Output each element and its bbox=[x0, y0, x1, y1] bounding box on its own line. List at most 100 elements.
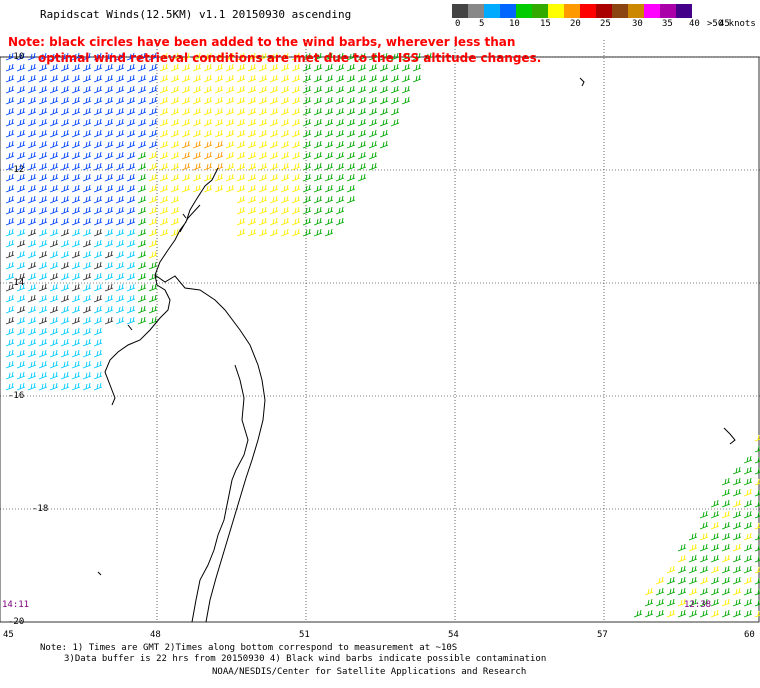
wind-barb bbox=[82, 162, 92, 171]
legend-swatch bbox=[676, 4, 692, 18]
wind-barb bbox=[170, 140, 180, 149]
wind-barb bbox=[247, 63, 257, 72]
wind-barb bbox=[16, 272, 26, 281]
wind-barb bbox=[137, 206, 147, 215]
wind-barb bbox=[82, 338, 92, 347]
wind-barb bbox=[699, 532, 709, 541]
wind-barb bbox=[38, 162, 48, 171]
wind-barb bbox=[5, 151, 15, 160]
wind-barb bbox=[412, 52, 422, 61]
wind-barb bbox=[60, 85, 70, 94]
wind-barb bbox=[38, 107, 48, 116]
wind-barb bbox=[258, 228, 268, 237]
wind-barb bbox=[324, 228, 334, 237]
wind-barb bbox=[93, 162, 103, 171]
wind-barb bbox=[27, 129, 37, 138]
wind-barb bbox=[754, 533, 760, 541]
wind-barb bbox=[27, 217, 37, 226]
wind-barb bbox=[137, 316, 147, 325]
wind-barb bbox=[170, 129, 180, 138]
wind-barb bbox=[104, 107, 114, 116]
wind-barb bbox=[203, 140, 213, 149]
wind-barb bbox=[203, 118, 213, 127]
wind-barb bbox=[313, 184, 323, 193]
wind-barb bbox=[82, 85, 92, 94]
wind-barb bbox=[82, 206, 92, 215]
wind-barb bbox=[148, 195, 158, 204]
wind-barb bbox=[313, 85, 323, 94]
wind-barb bbox=[115, 261, 125, 270]
wind-barb bbox=[60, 217, 70, 226]
wind-barb bbox=[27, 349, 37, 358]
wind-barb bbox=[49, 107, 59, 116]
wind-barb bbox=[346, 74, 356, 83]
wind-barb bbox=[71, 272, 81, 281]
wind-barb bbox=[16, 206, 26, 215]
wind-barb bbox=[93, 382, 103, 391]
wind-barb bbox=[115, 184, 125, 193]
wind-barb bbox=[60, 173, 70, 182]
wind-barb bbox=[754, 555, 760, 563]
wind-barb bbox=[126, 239, 136, 248]
wind-barb bbox=[170, 206, 180, 215]
wind-barb bbox=[49, 118, 59, 127]
wind-barb bbox=[368, 129, 378, 138]
wind-barb bbox=[126, 74, 136, 83]
wind-barb bbox=[192, 85, 202, 94]
wind-barb bbox=[313, 206, 323, 215]
wind-barb bbox=[258, 162, 268, 171]
wind-barb bbox=[324, 217, 334, 226]
wind-barb bbox=[291, 85, 301, 94]
wind-barb bbox=[225, 162, 235, 171]
wind-barb bbox=[5, 118, 15, 127]
wind-barb bbox=[27, 294, 37, 303]
wind-barb bbox=[82, 217, 92, 226]
wind-barb bbox=[170, 195, 180, 204]
wind-barb bbox=[60, 360, 70, 369]
wind-barb bbox=[60, 63, 70, 72]
wind-barb bbox=[732, 587, 742, 596]
wind-barb bbox=[104, 195, 114, 204]
wind-barb bbox=[269, 173, 279, 182]
wind-barb bbox=[313, 96, 323, 105]
wind-barb bbox=[302, 129, 312, 138]
wind-barb bbox=[5, 173, 15, 182]
wind-barb bbox=[291, 217, 301, 226]
wind-barb bbox=[247, 173, 257, 182]
wind-barb bbox=[247, 96, 257, 105]
wind-barb bbox=[104, 129, 114, 138]
wind-barb bbox=[148, 283, 158, 292]
wind-barb bbox=[699, 565, 709, 574]
wind-barb bbox=[688, 587, 698, 596]
wind-barb bbox=[324, 52, 334, 61]
wind-barb bbox=[82, 239, 92, 248]
wind-barb bbox=[27, 382, 37, 391]
wind-barb bbox=[126, 107, 136, 116]
wind-barb bbox=[721, 488, 731, 497]
wind-barb bbox=[27, 162, 37, 171]
wind-barb bbox=[192, 52, 202, 61]
wind-barb bbox=[5, 261, 15, 270]
wind-barb bbox=[126, 206, 136, 215]
wind-barb bbox=[192, 74, 202, 83]
wind-barb bbox=[291, 173, 301, 182]
wind-barb bbox=[368, 118, 378, 127]
wind-barb bbox=[258, 184, 268, 193]
wind-barb bbox=[27, 261, 37, 270]
wind-barb bbox=[247, 206, 257, 215]
wind-barb bbox=[38, 316, 48, 325]
wind-barb bbox=[170, 151, 180, 160]
wind-barb bbox=[5, 305, 15, 314]
wind-barb bbox=[732, 576, 742, 585]
wind-barb bbox=[379, 74, 389, 83]
wind-barb bbox=[754, 445, 760, 453]
wind-barb bbox=[71, 316, 81, 325]
wind-barb bbox=[754, 511, 760, 519]
wind-barb bbox=[27, 118, 37, 127]
wind-barb bbox=[203, 96, 213, 105]
wind-barb bbox=[743, 587, 753, 596]
wind-barb bbox=[236, 96, 246, 105]
wind-barb bbox=[170, 118, 180, 127]
legend-swatch bbox=[500, 4, 516, 18]
lat-label-18: -18 bbox=[32, 504, 49, 514]
